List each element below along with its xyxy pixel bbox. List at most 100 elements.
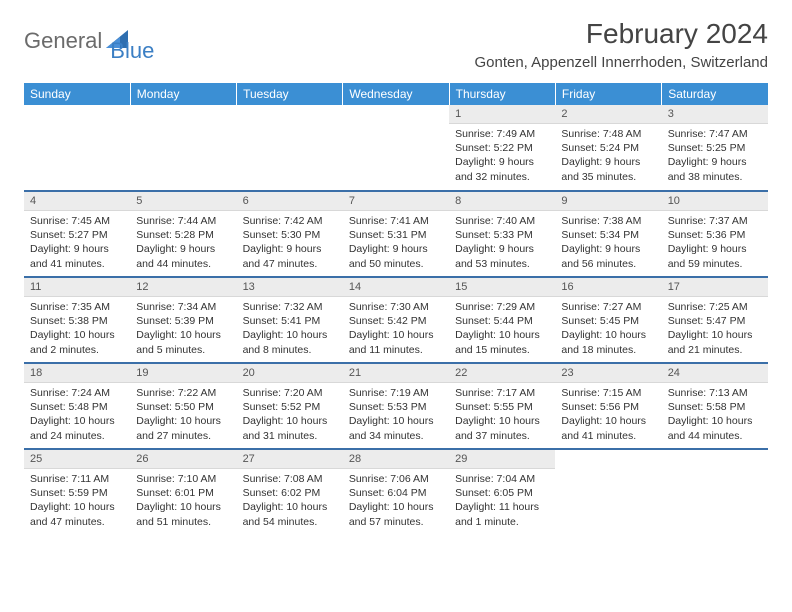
day-header: Saturday [662, 83, 768, 105]
calendar-day-cell: .. [24, 105, 130, 191]
day-details: Sunrise: 7:47 AMSunset: 5:25 PMDaylight:… [662, 124, 768, 187]
calendar-day-cell: 2Sunrise: 7:48 AMSunset: 5:24 PMDaylight… [555, 105, 661, 191]
calendar-day-cell: 4Sunrise: 7:45 AMSunset: 5:27 PMDaylight… [24, 191, 130, 277]
date-number: 4 [24, 192, 130, 211]
date-number: 17 [662, 278, 768, 297]
day-details: Sunrise: 7:04 AMSunset: 6:05 PMDaylight:… [449, 469, 555, 532]
day-details: Sunrise: 7:49 AMSunset: 5:22 PMDaylight:… [449, 124, 555, 187]
calendar-table: SundayMondayTuesdayWednesdayThursdayFrid… [24, 83, 768, 535]
calendar-day-cell: 6Sunrise: 7:42 AMSunset: 5:30 PMDaylight… [237, 191, 343, 277]
date-number: 6 [237, 192, 343, 211]
date-number: 5 [130, 192, 236, 211]
date-number: 11 [24, 278, 130, 297]
day-header: Wednesday [343, 83, 449, 105]
day-header: Tuesday [237, 83, 343, 105]
date-number: 7 [343, 192, 449, 211]
day-details: Sunrise: 7:35 AMSunset: 5:38 PMDaylight:… [24, 297, 130, 360]
calendar-day-cell: 25Sunrise: 7:11 AMSunset: 5:59 PMDayligh… [24, 449, 130, 535]
calendar-day-cell: 16Sunrise: 7:27 AMSunset: 5:45 PMDayligh… [555, 277, 661, 363]
day-details: Sunrise: 7:13 AMSunset: 5:58 PMDaylight:… [662, 383, 768, 446]
calendar-day-cell: 29Sunrise: 7:04 AMSunset: 6:05 PMDayligh… [449, 449, 555, 535]
date-number: 20 [237, 364, 343, 383]
date-number: 12 [130, 278, 236, 297]
day-details: Sunrise: 7:34 AMSunset: 5:39 PMDaylight:… [130, 297, 236, 360]
date-number: 15 [449, 278, 555, 297]
day-details: Sunrise: 7:41 AMSunset: 5:31 PMDaylight:… [343, 211, 449, 274]
date-number: 27 [237, 450, 343, 469]
calendar-day-cell: 21Sunrise: 7:19 AMSunset: 5:53 PMDayligh… [343, 363, 449, 449]
day-details: Sunrise: 7:10 AMSunset: 6:01 PMDaylight:… [130, 469, 236, 532]
calendar-day-cell: 27Sunrise: 7:08 AMSunset: 6:02 PMDayligh… [237, 449, 343, 535]
logo-text-blue: Blue [110, 38, 154, 64]
calendar-day-cell: 9Sunrise: 7:38 AMSunset: 5:34 PMDaylight… [555, 191, 661, 277]
date-number: 26 [130, 450, 236, 469]
date-number: 9 [555, 192, 661, 211]
day-header: Thursday [449, 83, 555, 105]
date-number: 21 [343, 364, 449, 383]
day-details: Sunrise: 7:37 AMSunset: 5:36 PMDaylight:… [662, 211, 768, 274]
date-number: 28 [343, 450, 449, 469]
date-number: 2 [555, 105, 661, 124]
calendar-day-cell: 23Sunrise: 7:15 AMSunset: 5:56 PMDayligh… [555, 363, 661, 449]
day-details: Sunrise: 7:29 AMSunset: 5:44 PMDaylight:… [449, 297, 555, 360]
date-number: 22 [449, 364, 555, 383]
date-number: 8 [449, 192, 555, 211]
day-details: Sunrise: 7:42 AMSunset: 5:30 PMDaylight:… [237, 211, 343, 274]
date-number: 29 [449, 450, 555, 469]
day-details: Sunrise: 7:25 AMSunset: 5:47 PMDaylight:… [662, 297, 768, 360]
day-details: Sunrise: 7:48 AMSunset: 5:24 PMDaylight:… [555, 124, 661, 187]
day-details: Sunrise: 7:22 AMSunset: 5:50 PMDaylight:… [130, 383, 236, 446]
calendar-day-cell: 1Sunrise: 7:49 AMSunset: 5:22 PMDaylight… [449, 105, 555, 191]
day-details: Sunrise: 7:32 AMSunset: 5:41 PMDaylight:… [237, 297, 343, 360]
day-details: Sunrise: 7:20 AMSunset: 5:52 PMDaylight:… [237, 383, 343, 446]
calendar-day-cell: 13Sunrise: 7:32 AMSunset: 5:41 PMDayligh… [237, 277, 343, 363]
calendar-day-cell: 7Sunrise: 7:41 AMSunset: 5:31 PMDaylight… [343, 191, 449, 277]
day-details: Sunrise: 7:40 AMSunset: 5:33 PMDaylight:… [449, 211, 555, 274]
calendar-day-cell: 8Sunrise: 7:40 AMSunset: 5:33 PMDaylight… [449, 191, 555, 277]
date-number: 19 [130, 364, 236, 383]
day-header: Monday [130, 83, 236, 105]
calendar-day-cell: 12Sunrise: 7:34 AMSunset: 5:39 PMDayligh… [130, 277, 236, 363]
day-details: Sunrise: 7:30 AMSunset: 5:42 PMDaylight:… [343, 297, 449, 360]
day-details: Sunrise: 7:11 AMSunset: 5:59 PMDaylight:… [24, 469, 130, 532]
calendar-day-cell: 17Sunrise: 7:25 AMSunset: 5:47 PMDayligh… [662, 277, 768, 363]
calendar-day-cell: .. [662, 449, 768, 535]
calendar-day-cell: .. [237, 105, 343, 191]
calendar-day-cell: .. [130, 105, 236, 191]
day-details: Sunrise: 7:06 AMSunset: 6:04 PMDaylight:… [343, 469, 449, 532]
day-details: Sunrise: 7:17 AMSunset: 5:55 PMDaylight:… [449, 383, 555, 446]
day-details: Sunrise: 7:27 AMSunset: 5:45 PMDaylight:… [555, 297, 661, 360]
day-header: Friday [555, 83, 661, 105]
calendar-day-cell: 20Sunrise: 7:20 AMSunset: 5:52 PMDayligh… [237, 363, 343, 449]
calendar-day-cell: 15Sunrise: 7:29 AMSunset: 5:44 PMDayligh… [449, 277, 555, 363]
header: General Blue February 2024 Gonten, Appen… [24, 18, 768, 71]
calendar-day-cell: 14Sunrise: 7:30 AMSunset: 5:42 PMDayligh… [343, 277, 449, 363]
date-number: 18 [24, 364, 130, 383]
day-details: Sunrise: 7:45 AMSunset: 5:27 PMDaylight:… [24, 211, 130, 274]
calendar-day-cell: 22Sunrise: 7:17 AMSunset: 5:55 PMDayligh… [449, 363, 555, 449]
calendar-day-cell: .. [343, 105, 449, 191]
calendar-head: SundayMondayTuesdayWednesdayThursdayFrid… [24, 83, 768, 105]
day-details: Sunrise: 7:44 AMSunset: 5:28 PMDaylight:… [130, 211, 236, 274]
date-number: 14 [343, 278, 449, 297]
calendar-day-cell: 10Sunrise: 7:37 AMSunset: 5:36 PMDayligh… [662, 191, 768, 277]
date-number: 24 [662, 364, 768, 383]
calendar-day-cell: 5Sunrise: 7:44 AMSunset: 5:28 PMDaylight… [130, 191, 236, 277]
date-number: 3 [662, 105, 768, 124]
calendar-week: 4Sunrise: 7:45 AMSunset: 5:27 PMDaylight… [24, 191, 768, 277]
date-number: 13 [237, 278, 343, 297]
calendar-week: ........1Sunrise: 7:49 AMSunset: 5:22 PM… [24, 105, 768, 191]
day-header: Sunday [24, 83, 130, 105]
day-details: Sunrise: 7:38 AMSunset: 5:34 PMDaylight:… [555, 211, 661, 274]
date-number: 25 [24, 450, 130, 469]
calendar-day-cell: .. [555, 449, 661, 535]
calendar-day-cell: 26Sunrise: 7:10 AMSunset: 6:01 PMDayligh… [130, 449, 236, 535]
date-number: 1 [449, 105, 555, 124]
logo: General Blue [24, 18, 154, 64]
date-number: 16 [555, 278, 661, 297]
calendar-day-cell: 24Sunrise: 7:13 AMSunset: 5:58 PMDayligh… [662, 363, 768, 449]
calendar-week: 11Sunrise: 7:35 AMSunset: 5:38 PMDayligh… [24, 277, 768, 363]
day-details: Sunrise: 7:24 AMSunset: 5:48 PMDaylight:… [24, 383, 130, 446]
calendar-day-cell: 11Sunrise: 7:35 AMSunset: 5:38 PMDayligh… [24, 277, 130, 363]
month-title: February 2024 [474, 18, 768, 50]
